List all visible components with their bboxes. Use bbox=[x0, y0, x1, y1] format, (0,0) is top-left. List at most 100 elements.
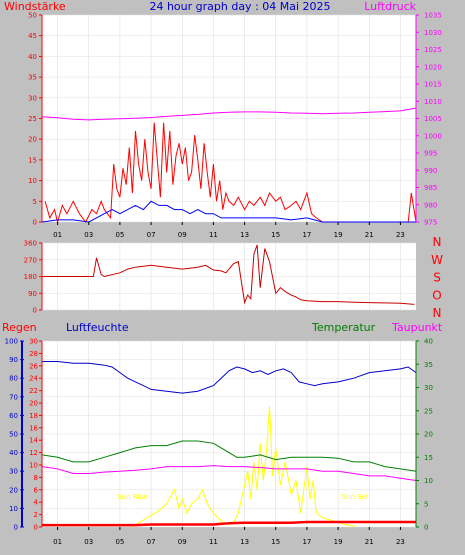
rain-tick-label: 0 bbox=[34, 524, 38, 532]
pressure-tick-label: 1020 bbox=[424, 63, 442, 71]
humidity-tick-label: 20 bbox=[9, 486, 18, 494]
sun-label: Sun Set bbox=[342, 493, 369, 501]
series-humidity bbox=[42, 361, 417, 394]
compass-label: W bbox=[431, 253, 443, 267]
sun-annotations: Sun Rise Sun Set bbox=[117, 493, 369, 513]
rain-tick-label: 8 bbox=[34, 474, 38, 482]
rain-tick-label: 28 bbox=[29, 350, 38, 358]
series-temperature bbox=[41, 440, 417, 472]
humidity-tick-label: 100 bbox=[5, 338, 18, 346]
x-tick-label: 07 bbox=[147, 231, 156, 239]
x-tick-label: 09 bbox=[178, 231, 187, 239]
rain-tick-label: 14 bbox=[29, 437, 38, 445]
temperature-axis-ticks: 0 5 10 15 20 25 30 35 40 bbox=[415, 338, 433, 532]
humidity-axis-ticks: 0 10 20 30 40 50 60 70 80 90 100 bbox=[5, 338, 24, 532]
pressure-tick-label: 1000 bbox=[424, 132, 442, 140]
direction-tick-label: 360 bbox=[24, 240, 37, 248]
series-wind_avg bbox=[41, 200, 416, 223]
pressure-tick-label: 990 bbox=[424, 167, 437, 175]
pressure-tick-label: 975 bbox=[424, 219, 437, 227]
x-tick-label: 15 bbox=[271, 538, 280, 546]
rain-tick-label: 26 bbox=[29, 362, 38, 370]
wind-tick-label: 25 bbox=[28, 115, 37, 123]
series-pressure bbox=[41, 107, 417, 121]
temperature-tick-label: 0 bbox=[424, 524, 428, 532]
temp-x-ticks: 01 03 05 07 09 11 13 15 17 19 21 23 bbox=[53, 527, 405, 546]
temperature-tick-label: 10 bbox=[424, 477, 433, 485]
compass-label: S bbox=[433, 271, 441, 285]
x-tick-label: 03 bbox=[84, 231, 93, 239]
wind-pressure-series bbox=[41, 107, 417, 224]
rain-tick-label: 10 bbox=[29, 462, 38, 470]
compass-label: N bbox=[433, 235, 442, 249]
pressure-tick-label: 1035 bbox=[424, 12, 442, 20]
x-tick-label: 01 bbox=[53, 538, 62, 546]
pressure-tick-label: 1025 bbox=[424, 46, 442, 54]
pressure-tick-label: 980 bbox=[424, 201, 437, 209]
x-tick-label: 09 bbox=[178, 538, 187, 546]
pressure-tick-label: 995 bbox=[424, 150, 437, 158]
x-tick-label: 11 bbox=[209, 231, 218, 239]
x-tick-label: 17 bbox=[302, 538, 311, 546]
rain-tick-label: 30 bbox=[29, 338, 38, 346]
wind-axis-ticks: 0 5 10 15 20 25 30 35 40 45 50 bbox=[28, 12, 43, 227]
humidity-tick-label: 90 bbox=[9, 356, 18, 364]
x-tick-label: 07 bbox=[147, 538, 156, 546]
humidity-tick-label: 50 bbox=[9, 431, 18, 439]
compass-label: O bbox=[432, 288, 441, 302]
temperature-tick-label: 35 bbox=[424, 361, 433, 369]
pressure-tick-label: 1030 bbox=[424, 29, 442, 37]
wind-tick-label: 40 bbox=[28, 53, 37, 61]
wind-tick-label: 5 bbox=[33, 198, 37, 206]
rain-tick-label: 18 bbox=[29, 412, 38, 420]
humidity-tick-label: 30 bbox=[9, 468, 18, 476]
rain-tick-label: 12 bbox=[29, 449, 38, 457]
temp-humidity-series bbox=[41, 361, 417, 528]
x-tick-label: 21 bbox=[365, 538, 374, 546]
temperature-tick-label: 25 bbox=[424, 407, 433, 415]
x-tick-label: 23 bbox=[396, 538, 405, 546]
humidity-tick-label: 40 bbox=[9, 449, 18, 457]
series-rain bbox=[42, 520, 416, 527]
rain-tick-label: 4 bbox=[34, 499, 39, 507]
wind-direction-degree-ticks: 0 90 180 270 360 bbox=[24, 240, 43, 315]
pressure-tick-label: 1005 bbox=[424, 115, 442, 123]
x-tick-label: 05 bbox=[115, 538, 124, 546]
temperature-axis-title: Temperatur bbox=[311, 321, 376, 334]
wind-tick-label: 15 bbox=[28, 156, 37, 164]
wind-tick-label: 30 bbox=[28, 94, 37, 102]
temperature-tick-label: 40 bbox=[424, 338, 433, 346]
rain-axis-title: Regen bbox=[2, 321, 37, 334]
wind-tick-label: 35 bbox=[28, 74, 37, 82]
humidity-tick-label: 80 bbox=[9, 375, 18, 383]
x-tick-label: 03 bbox=[84, 538, 93, 546]
x-tick-label: 15 bbox=[271, 231, 280, 239]
direction-tick-label: 90 bbox=[28, 290, 37, 298]
series-dewpoint bbox=[41, 465, 417, 481]
direction-tick-label: 0 bbox=[33, 307, 37, 315]
rain-tick-label: 2 bbox=[34, 511, 38, 519]
pressure-tick-label: 1015 bbox=[424, 81, 442, 89]
wind-tick-label: 10 bbox=[28, 177, 37, 185]
wind-tick-label: 45 bbox=[28, 32, 37, 40]
wind-tick-label: 0 bbox=[33, 219, 37, 227]
humidity-tick-label: 10 bbox=[9, 505, 18, 513]
rain-tick-label: 16 bbox=[29, 424, 38, 432]
x-tick-label: 17 bbox=[302, 231, 311, 239]
rain-tick-label: 20 bbox=[29, 400, 38, 408]
humidity-tick-label: 0 bbox=[14, 524, 18, 532]
pressure-tick-label: 1010 bbox=[424, 98, 442, 106]
wind-tick-label: 50 bbox=[28, 12, 37, 20]
series-solar bbox=[132, 406, 356, 528]
dewpoint-axis-title: Taupunkt bbox=[391, 321, 443, 334]
rain-tick-label: 22 bbox=[29, 387, 38, 395]
series-wind_gust bbox=[44, 122, 417, 224]
pressure-axis-title: Luftdruck bbox=[364, 0, 416, 13]
direction-tick-label: 270 bbox=[24, 256, 37, 264]
temperature-tick-label: 30 bbox=[424, 384, 433, 392]
x-tick-label: 19 bbox=[334, 538, 343, 546]
x-tick-label: 01 bbox=[53, 231, 62, 239]
